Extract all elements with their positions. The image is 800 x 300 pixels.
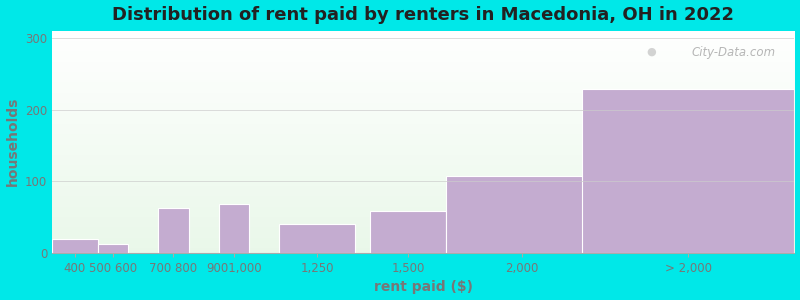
- Y-axis label: households: households: [6, 97, 19, 187]
- Bar: [582, 89, 794, 253]
- Bar: [279, 224, 355, 253]
- Bar: [98, 244, 128, 253]
- Text: ●: ●: [646, 46, 656, 56]
- Bar: [219, 204, 249, 253]
- Bar: [446, 176, 598, 253]
- Bar: [370, 211, 446, 253]
- X-axis label: rent paid ($): rent paid ($): [374, 280, 473, 294]
- Title: Distribution of rent paid by renters in Macedonia, OH in 2022: Distribution of rent paid by renters in …: [112, 6, 734, 24]
- Bar: [52, 238, 98, 253]
- Bar: [158, 208, 189, 253]
- Text: City-Data.com: City-Data.com: [692, 46, 776, 59]
